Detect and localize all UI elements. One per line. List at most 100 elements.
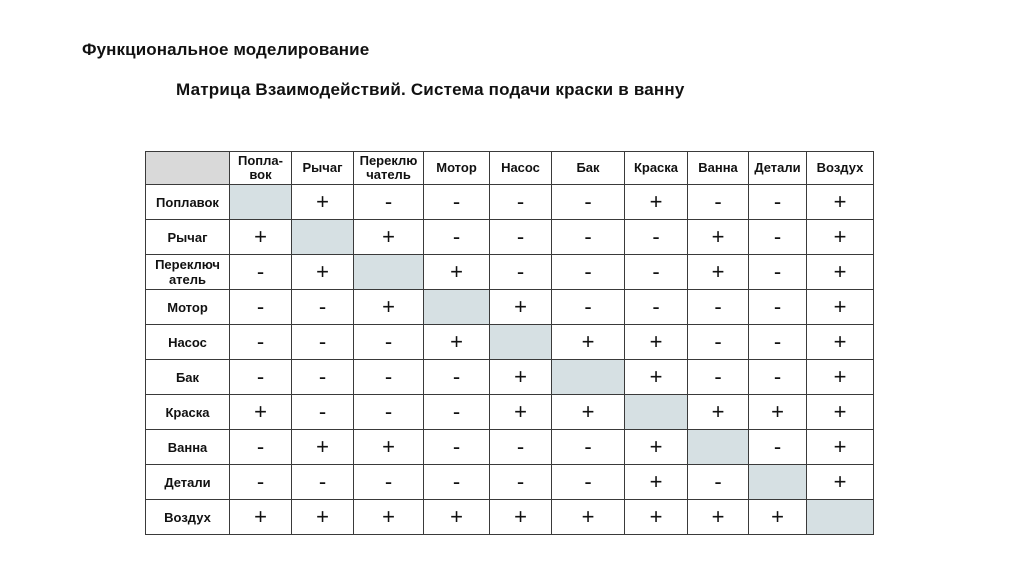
matrix-cell: + <box>489 499 552 535</box>
matrix-cell: + <box>624 429 688 465</box>
matrix-cell: - <box>748 324 807 360</box>
matrix-cell: + <box>806 429 874 465</box>
column-header: Бак <box>551 151 625 185</box>
interaction-matrix: Попла-вок Рычаг Переклю чатель Мотор Насо… <box>145 151 874 535</box>
matrix-row: Ванна - + + - - - + - + <box>145 429 874 465</box>
matrix-cell: + <box>687 254 749 290</box>
matrix-diagonal-cell <box>748 464 807 500</box>
matrix-cell: + <box>229 219 292 255</box>
matrix-cell: + <box>353 499 424 535</box>
matrix-cell: - <box>229 254 292 290</box>
matrix-cell: + <box>748 499 807 535</box>
column-header: Переклю чатель <box>353 151 424 185</box>
matrix-row: Детали - - - - - - + - + <box>145 464 874 500</box>
matrix-cell: + <box>551 394 625 430</box>
matrix-cell: - <box>687 464 749 500</box>
matrix-row: Краска + - - - + + + + + <box>145 394 874 430</box>
matrix-row: Воздух + + + + + + + + + <box>145 499 874 535</box>
matrix-cell: + <box>229 499 292 535</box>
matrix-cell: + <box>806 219 874 255</box>
matrix-diagonal-cell <box>806 499 874 535</box>
matrix-cell: - <box>489 219 552 255</box>
matrix-cell: - <box>748 289 807 325</box>
matrix-header-row: Попла-вок Рычаг Переклю чатель Мотор Насо… <box>145 151 874 185</box>
matrix-cell: - <box>624 219 688 255</box>
matrix-diagonal-cell <box>489 324 552 360</box>
matrix-diagonal-cell <box>291 219 354 255</box>
matrix-cell: - <box>229 429 292 465</box>
matrix-cell: + <box>806 394 874 430</box>
matrix-row: Бак - - - - + + - - + <box>145 359 874 395</box>
matrix-cell: - <box>353 324 424 360</box>
column-header: Воздух <box>806 151 874 185</box>
matrix-cell: - <box>551 254 625 290</box>
column-header: Мотор <box>423 151 490 185</box>
matrix-corner-cell <box>145 151 230 185</box>
matrix-cell: - <box>551 219 625 255</box>
matrix-cell: + <box>687 499 749 535</box>
row-header: Рычаг <box>145 219 230 255</box>
matrix-cell: + <box>229 394 292 430</box>
matrix-cell: - <box>489 464 552 500</box>
matrix-row: Поплавок + - - - - + - - + <box>145 184 874 220</box>
matrix-cell: - <box>687 184 749 220</box>
matrix-cell: - <box>551 184 625 220</box>
slide-title: Функциональное моделирование <box>82 40 370 59</box>
matrix-cell: + <box>806 464 874 500</box>
matrix-cell: + <box>291 254 354 290</box>
matrix-cell: - <box>291 359 354 395</box>
matrix-cell: + <box>806 359 874 395</box>
matrix-cell: - <box>423 394 490 430</box>
matrix-diagonal-cell <box>423 289 490 325</box>
matrix-cell: - <box>423 359 490 395</box>
row-header: Переключ атель <box>145 254 230 290</box>
matrix-diagonal-cell <box>687 429 749 465</box>
matrix-row: Насос - - - + + + - - + <box>145 324 874 360</box>
matrix-cell: + <box>291 429 354 465</box>
matrix-cell: + <box>806 324 874 360</box>
matrix-cell: - <box>489 184 552 220</box>
matrix-cell: - <box>748 429 807 465</box>
row-header: Насос <box>145 324 230 360</box>
matrix-cell: - <box>551 429 625 465</box>
column-header: Ванна <box>687 151 749 185</box>
matrix-cell: + <box>423 324 490 360</box>
matrix-cell: + <box>624 499 688 535</box>
matrix-cell: + <box>551 499 625 535</box>
row-header: Воздух <box>145 499 230 535</box>
matrix-cell: + <box>687 219 749 255</box>
matrix-cell: + <box>291 499 354 535</box>
matrix-diagonal-cell <box>353 254 424 290</box>
matrix-cell: + <box>423 499 490 535</box>
matrix-cell: - <box>551 464 625 500</box>
matrix-cell: - <box>353 394 424 430</box>
matrix-cell: - <box>229 289 292 325</box>
matrix-cell: - <box>748 184 807 220</box>
matrix-cell: + <box>489 394 552 430</box>
row-header: Ванна <box>145 429 230 465</box>
matrix-cell: + <box>806 289 874 325</box>
row-header: Поплавок <box>145 184 230 220</box>
column-header: Насос <box>489 151 552 185</box>
matrix-cell: - <box>748 359 807 395</box>
column-header: Рычаг <box>291 151 354 185</box>
matrix-cell: - <box>423 429 490 465</box>
matrix-cell: + <box>489 359 552 395</box>
matrix-cell: - <box>423 219 490 255</box>
matrix-row: Переключ атель - + + - - - + - + <box>145 254 874 290</box>
matrix-row: Рычаг + + - - - - + - + <box>145 219 874 255</box>
matrix-cell: + <box>687 394 749 430</box>
matrix-cell: - <box>229 324 292 360</box>
matrix-cell: - <box>687 289 749 325</box>
matrix-cell: - <box>353 359 424 395</box>
matrix-cell: - <box>551 289 625 325</box>
matrix-cell: - <box>229 464 292 500</box>
matrix-cell: - <box>291 324 354 360</box>
matrix-cell: + <box>806 184 874 220</box>
matrix-cell: - <box>291 464 354 500</box>
matrix-cell: - <box>423 464 490 500</box>
matrix-cell: + <box>624 359 688 395</box>
matrix-cell: + <box>806 254 874 290</box>
matrix-cell: - <box>353 184 424 220</box>
matrix-cell: + <box>489 289 552 325</box>
